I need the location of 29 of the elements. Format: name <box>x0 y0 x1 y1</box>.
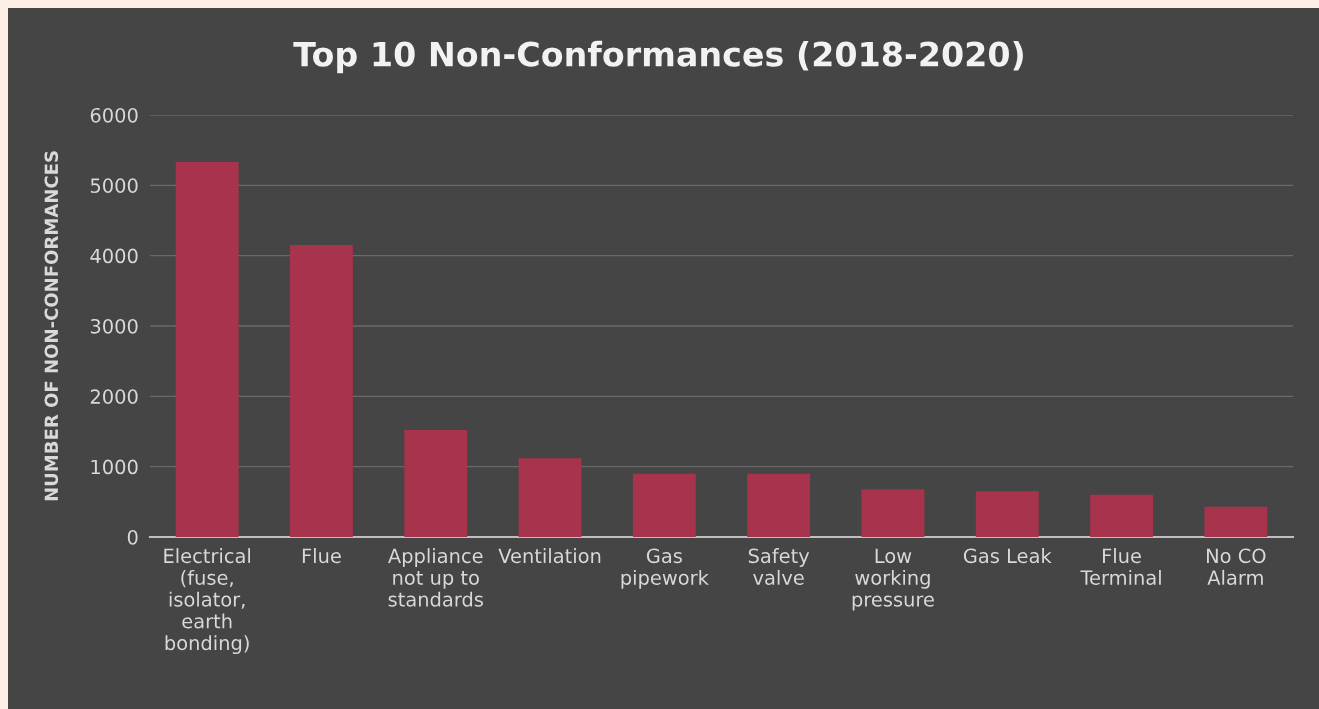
x-tick-label: Safety valve <box>748 548 810 585</box>
y-tick-label: 2000 <box>90 389 138 404</box>
x-tick-label: Flue <box>302 548 341 564</box>
x-tick-label: Gas Leak <box>963 548 1052 564</box>
bar <box>404 430 468 537</box>
bar <box>518 458 582 537</box>
y-axis-title: NUMBER OF NON-CONFORMANCES <box>44 151 59 501</box>
bar <box>975 491 1039 537</box>
bar <box>747 473 811 537</box>
x-tick-label: Gas pipework <box>621 548 709 589</box>
bar <box>1090 494 1153 537</box>
x-tick-label: Electrical (fuse, isolator, earth bonding) <box>164 548 251 655</box>
y-tick-label: 0 <box>127 529 138 545</box>
bar <box>861 489 925 537</box>
y-tick-label: 3000 <box>90 318 138 334</box>
y-tick-label: 4000 <box>90 248 138 264</box>
chart-title: Top 10 Non-Conformances (2018-2020) <box>293 40 1023 74</box>
x-tick-label: No CO Alarm <box>1207 548 1266 585</box>
bar <box>175 162 239 537</box>
bar <box>1204 506 1268 537</box>
y-tick-label: 6000 <box>90 107 138 123</box>
x-tick-label: Flue Terminal <box>1080 548 1161 585</box>
bar <box>632 473 696 537</box>
x-tick-label: Low working pressure <box>852 548 934 611</box>
x-tick-label: Ventilation <box>498 548 601 564</box>
y-tick-label: 5000 <box>90 178 138 193</box>
bar <box>290 245 353 537</box>
y-tick-label: 1000 <box>91 459 138 475</box>
x-tick-label: Appliance not up to standards <box>388 548 483 607</box>
